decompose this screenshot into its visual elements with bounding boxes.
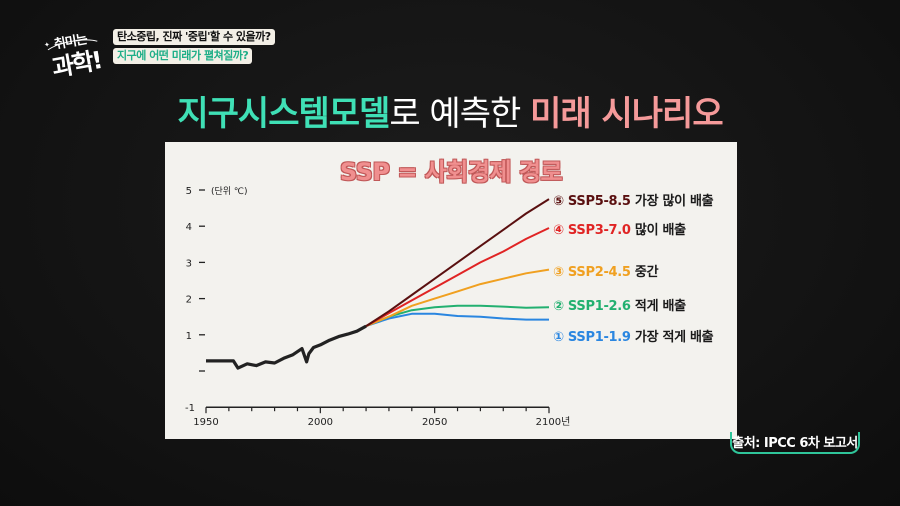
y-tick-label: 2 xyxy=(186,295,192,306)
program-logo: ✦ 취미는 과학! xyxy=(42,25,111,82)
legend-item-ssp3-7.0: ④ SSP3-7.0 많이 배출 xyxy=(553,219,686,238)
topic-tag-2: 지구에 어떤 미래가 펼쳐질까? xyxy=(113,48,253,64)
headline-part1: 지구시스템모델 xyxy=(177,94,390,134)
chart-panel: SSP = 사회경제 경로 1950 2000 2050 2100년 -1 1 2 3 4 5 (단… xyxy=(165,142,737,439)
x-tick-label: 2100년 xyxy=(536,416,571,428)
series-line-ssp1-1.9 xyxy=(365,312,549,328)
legend-series-desc: 적게 배출 xyxy=(634,299,686,315)
y-tick-label: 3 xyxy=(186,258,192,269)
chart-title: SSP = 사회경제 경로 xyxy=(339,158,563,186)
legend-series-desc: 가장 많이 배출 xyxy=(634,194,714,210)
legend-series-label: ③ SSP2-4.5 xyxy=(553,264,635,280)
historical-line xyxy=(206,324,367,370)
source-text: 출처: IPCC 6차 보고서 xyxy=(732,436,858,451)
legend-series-label: ⑤ SSP5-8.5 xyxy=(553,194,635,210)
legend-series-desc: 많이 배출 xyxy=(634,223,686,238)
x-tick-label: 1950 xyxy=(193,417,218,428)
topic-tag-1: 탄소중립, 진짜 '중립'할 수 있을까? xyxy=(113,29,275,45)
source-caption: 출처: IPCC 6차 보고서 xyxy=(730,432,860,454)
series-line-ssp3-7.0 xyxy=(365,227,550,327)
headline-part3: 미래 시나리오 xyxy=(530,94,724,134)
x-tick-label: 2000 xyxy=(308,417,333,428)
series-line-ssp2-4.5 xyxy=(365,268,550,328)
y-tick-label: 1 xyxy=(186,331,192,342)
legend-series-label: ④ SSP3-7.0 xyxy=(553,223,635,238)
legend-item-ssp1-1.9: ① SSP1-1.9 가장 적게 배출 xyxy=(553,326,714,345)
y-unit-label: (단위 ℃) xyxy=(211,186,248,197)
legend-series-desc: 중간 xyxy=(634,264,659,280)
chart-plot: 1950 2000 2050 2100년 -1 1 2 3 4 5 (단위 ℃) xyxy=(185,186,571,428)
legend-series-label: ① SSP1-1.9 xyxy=(553,329,635,345)
series-line-ssp1-2.6 xyxy=(365,304,550,328)
series-line-ssp5-8.5 xyxy=(365,198,550,327)
y-tick-label: 4 xyxy=(186,222,192,233)
x-tick-label: 2050 xyxy=(422,417,447,428)
legend-series-label: ② SSP1-2.6 xyxy=(553,299,635,315)
legend-item-ssp1-2.6: ② SSP1-2.6 적게 배출 xyxy=(553,295,686,314)
y-tick-label: -1 xyxy=(185,403,195,414)
legend-item-ssp2-4.5: ③ SSP2-4.5 중간 xyxy=(553,261,659,280)
legend-item-ssp5-8.5: ⑤ SSP5-8.5 가장 많이 배출 xyxy=(553,190,714,210)
headline: 지구시스템모델로 예측한 미래 시나리오 xyxy=(0,86,900,135)
y-tick-label: 5 xyxy=(186,186,192,197)
legend-series-desc: 가장 적게 배출 xyxy=(634,329,714,345)
headline-part2: 로 예측한 xyxy=(389,94,531,134)
